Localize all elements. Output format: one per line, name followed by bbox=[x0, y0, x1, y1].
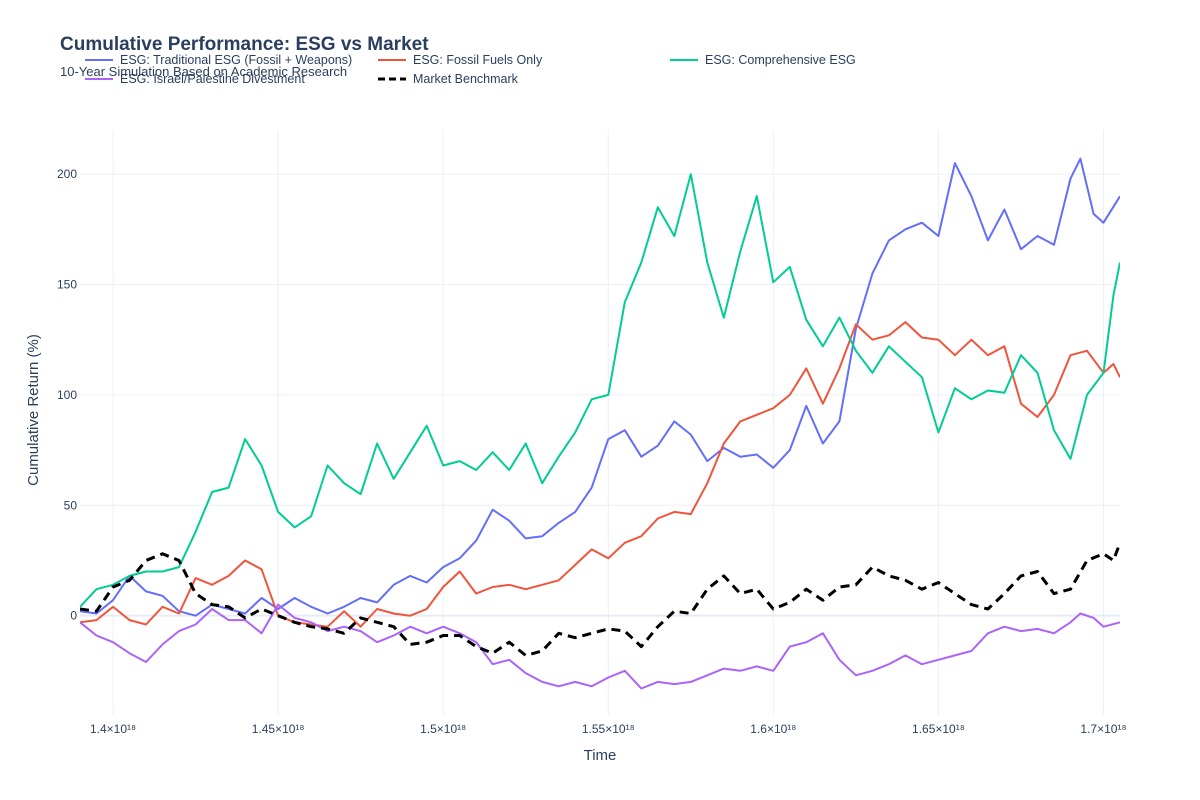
series-line-esg-fossil-fuels-only bbox=[80, 321, 1120, 628]
series-line-market-benchmark bbox=[80, 542, 1120, 657]
y-tick-label: 0 bbox=[70, 609, 77, 623]
chart-title: Cumulative Performance: ESG vs Market bbox=[60, 34, 429, 55]
legend-label: ESG: Traditional ESG (Fossil + Weapons) bbox=[120, 53, 352, 67]
legend-label: Market Benchmark bbox=[413, 72, 519, 86]
series-line-esg-comprehensive-esg bbox=[80, 173, 1120, 608]
x-tick-label: 1.6×10¹⁸ bbox=[750, 722, 796, 736]
x-axis-ticks: 1.4×10¹⁸ 1.45×10¹⁸ 1.5×10¹⁸ 1.55×10¹⁸ 1.6×10… bbox=[90, 722, 1127, 736]
x-tick-label: 1.45×10¹⁸ bbox=[252, 722, 305, 736]
legend-item-esg-israel-palestine-divestment[interactable]: ESG: Israel/Palestine Divestment bbox=[85, 72, 305, 86]
series-line-esg-israel-palestine-divestment bbox=[80, 603, 1120, 690]
series-layer bbox=[80, 157, 1120, 690]
legend-item-esg-comprehensive-esg[interactable]: ESG: Comprehensive ESG bbox=[670, 53, 856, 67]
y-tick-label: 50 bbox=[64, 498, 78, 512]
legend-label: ESG: Comprehensive ESG bbox=[705, 53, 856, 67]
legend-item-esg-fossil-fuels-only[interactable]: ESG: Fossil Fuels Only bbox=[378, 53, 543, 67]
x-tick-label: 1.4×10¹⁸ bbox=[90, 722, 136, 736]
grid-layer bbox=[80, 130, 1120, 715]
legend-label: ESG: Fossil Fuels Only bbox=[413, 53, 543, 67]
legend-label: ESG: Israel/Palestine Divestment bbox=[120, 72, 305, 86]
legend[interactable]: ESG: Traditional ESG (Fossil + Weapons) E… bbox=[85, 53, 856, 86]
x-tick-label: 1.7×10¹⁸ bbox=[1080, 722, 1126, 736]
legend-item-esg-traditional-esg-fossil-weapons[interactable]: ESG: Traditional ESG (Fossil + Weapons) bbox=[85, 53, 352, 67]
y-axis-title: Cumulative Return (%) bbox=[25, 334, 42, 486]
x-tick-label: 1.55×10¹⁸ bbox=[582, 722, 635, 736]
x-axis-title: Time bbox=[584, 747, 617, 764]
chart-subtitle: 10-Year Simulation Based on Academic Res… bbox=[60, 64, 347, 79]
series-line-esg-traditional-esg-fossil-weapons bbox=[80, 157, 1120, 617]
x-tick-label: 1.5×10¹⁸ bbox=[420, 722, 466, 736]
y-tick-label: 200 bbox=[57, 167, 77, 181]
y-axis-ticks: 0 50 100 150 200 bbox=[57, 167, 77, 623]
y-tick-label: 150 bbox=[57, 278, 77, 292]
y-tick-label: 100 bbox=[57, 388, 77, 402]
x-tick-label: 1.65×10¹⁸ bbox=[912, 722, 965, 736]
legend-item-market-benchmark[interactable]: Market Benchmark bbox=[378, 72, 519, 86]
